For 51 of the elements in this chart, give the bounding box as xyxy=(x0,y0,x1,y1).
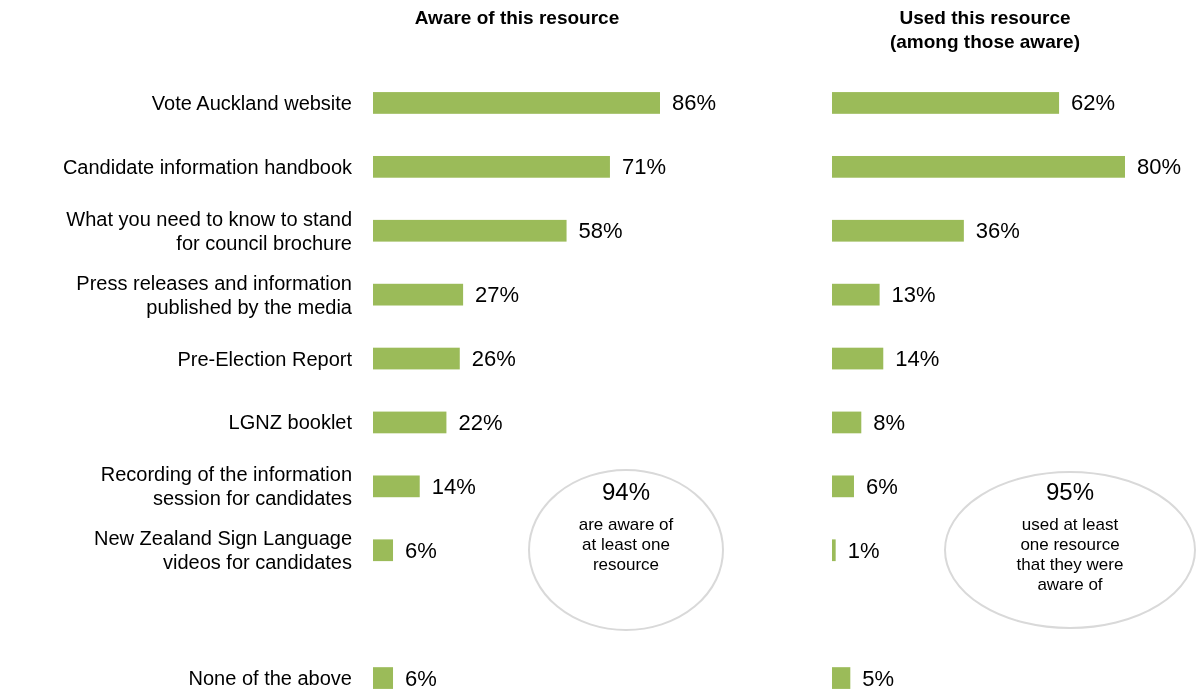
bar xyxy=(373,92,660,114)
bar xyxy=(832,411,862,434)
bar xyxy=(373,155,610,178)
bar xyxy=(373,283,464,306)
y-tick-label: What you need to know to stand for council brochure xyxy=(66,207,352,254)
y-tick-label: Vote Auckland website xyxy=(151,91,352,114)
bar xyxy=(373,219,567,242)
y-tick-label: LGNZ booklet xyxy=(228,411,353,434)
data-label: 14% xyxy=(895,346,940,372)
bar xyxy=(373,475,420,498)
y-tick-label: Pre-Election Report xyxy=(177,347,353,370)
bar xyxy=(832,539,836,562)
bar xyxy=(373,411,447,434)
bar xyxy=(832,92,1060,114)
bar xyxy=(832,475,854,498)
data-label: 71% xyxy=(621,154,666,180)
y-tick-label: New Zealand Sign Language videos for candidates xyxy=(94,527,352,574)
y-tick-label: Press releases and information published by the media xyxy=(76,271,353,318)
data-label: 13% xyxy=(891,282,936,308)
bar xyxy=(832,667,851,689)
data-label: 26% xyxy=(471,346,516,372)
data-label: 6% xyxy=(865,473,898,499)
bar xyxy=(373,347,460,370)
chart-title: Used this resource (among those aware) xyxy=(889,7,1081,52)
annotation: are aware of at least one resource xyxy=(578,515,674,574)
data-label: 14% xyxy=(431,473,476,499)
data-label: 86% xyxy=(672,90,717,116)
annotation: 94% xyxy=(601,478,651,505)
y-tick-label: Recording of the information session for candidates xyxy=(100,463,352,510)
data-label: 8% xyxy=(873,409,906,435)
data-label: 5% xyxy=(862,665,895,691)
bar xyxy=(832,283,880,306)
data-label: 62% xyxy=(1071,90,1116,116)
chart-title: Aware of this resource xyxy=(414,7,620,28)
y-tick-label: None of the above xyxy=(188,667,352,690)
data-label: 27% xyxy=(475,282,520,308)
bar xyxy=(832,347,884,370)
data-label: 80% xyxy=(1137,154,1182,180)
annotation: 95% xyxy=(1045,478,1095,505)
bar xyxy=(832,155,1125,178)
annotation: used at least one resource that they were aware of xyxy=(1016,515,1124,594)
data-label: 36% xyxy=(975,218,1020,244)
data-label: 1% xyxy=(847,537,880,563)
y-tick-label: Candidate information handbook xyxy=(62,155,353,178)
data-label: 58% xyxy=(578,218,623,244)
bar xyxy=(373,667,394,689)
data-label: 6% xyxy=(405,537,437,563)
bar xyxy=(373,539,394,562)
data-label: 22% xyxy=(458,409,503,435)
bar xyxy=(832,219,964,242)
data-label: 6% xyxy=(405,665,437,691)
